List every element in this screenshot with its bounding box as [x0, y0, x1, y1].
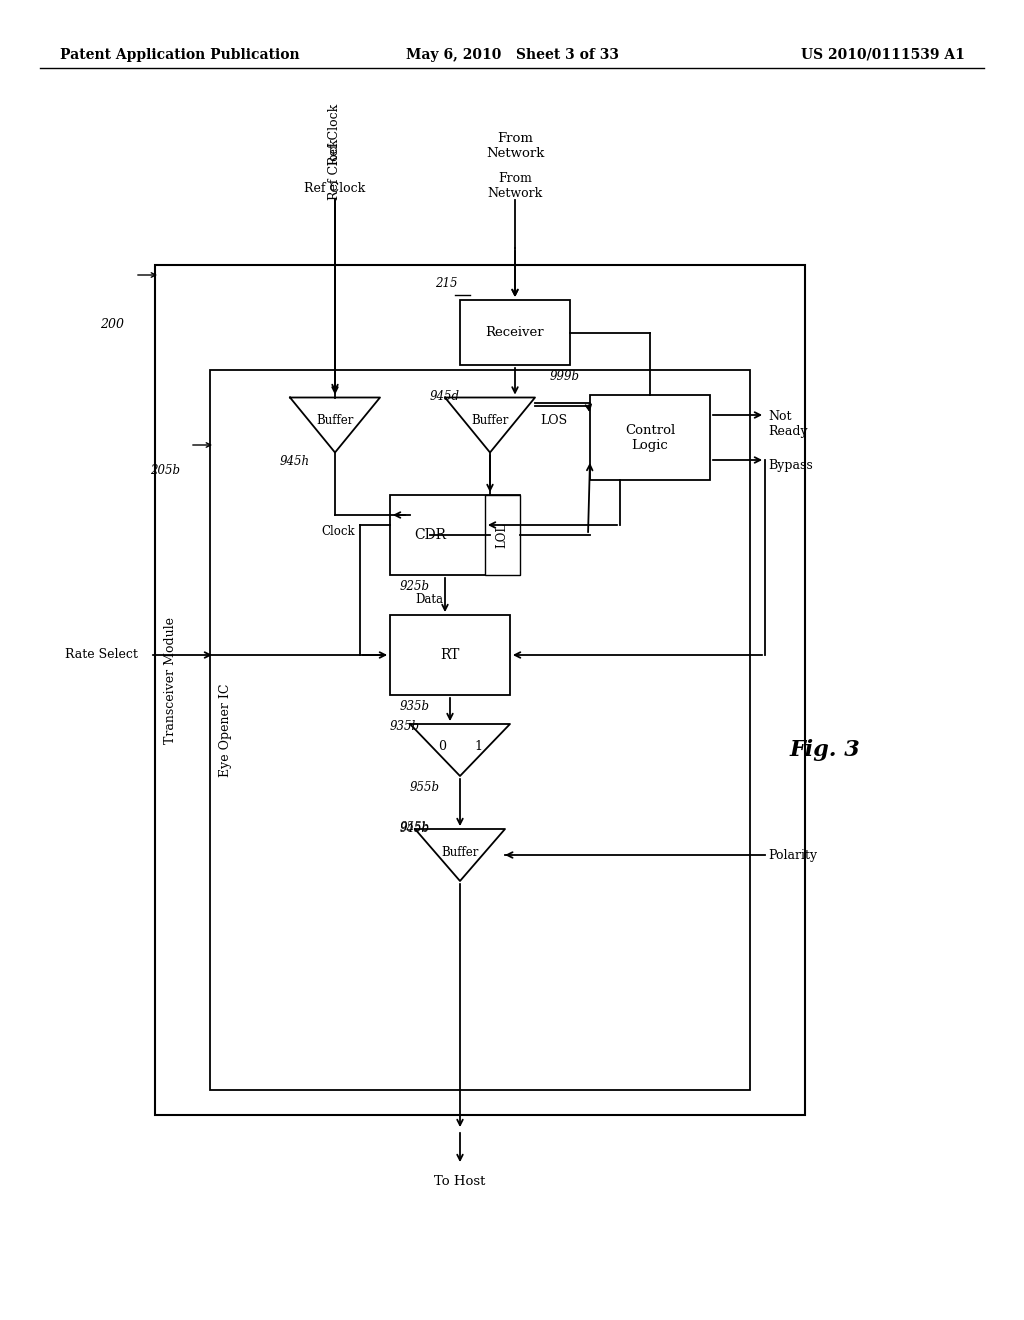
Text: Buffer: Buffer: [316, 413, 353, 426]
Bar: [155, 265, 805, 1115]
Bar: [590, 395, 710, 480]
Text: Polarity: Polarity: [768, 849, 817, 862]
Text: Not
Ready: Not Ready: [768, 411, 808, 438]
Bar: [485, 495, 520, 576]
Bar: [210, 370, 750, 1090]
Text: 955b: 955b: [400, 821, 430, 834]
Bar: [460, 300, 570, 366]
Text: Bypass: Bypass: [768, 458, 813, 471]
Bar: [390, 495, 520, 576]
Text: 999b: 999b: [550, 370, 580, 383]
Text: 925b: 925b: [400, 579, 430, 593]
Text: 935b: 935b: [390, 719, 420, 733]
Text: Ref Clock: Ref Clock: [304, 182, 366, 195]
Text: 945h: 945h: [280, 455, 310, 469]
Text: RT: RT: [440, 648, 460, 663]
Bar: [390, 615, 510, 696]
Text: Ref Clock: Ref Clock: [329, 104, 341, 165]
Text: CDR: CDR: [414, 528, 446, 543]
Text: To Host: To Host: [434, 1175, 485, 1188]
Text: 200: 200: [100, 318, 124, 331]
Text: Rate Select: Rate Select: [65, 648, 138, 661]
Text: Receiver: Receiver: [485, 326, 545, 339]
Text: 0: 0: [438, 741, 446, 754]
Text: May 6, 2010   Sheet 3 of 33: May 6, 2010 Sheet 3 of 33: [406, 48, 618, 62]
Text: Transceiver Module: Transceiver Module: [165, 616, 177, 743]
Text: 945d: 945d: [430, 389, 460, 403]
Text: 205b: 205b: [150, 463, 180, 477]
Text: Buffer: Buffer: [441, 846, 478, 858]
Text: 955b: 955b: [410, 781, 440, 795]
Text: LOL: LOL: [496, 523, 509, 548]
Text: From
Network: From Network: [485, 132, 544, 160]
Text: Eye Opener IC: Eye Opener IC: [219, 684, 232, 776]
Text: Buffer: Buffer: [471, 413, 509, 426]
Text: Patent Application Publication: Patent Application Publication: [60, 48, 300, 62]
Text: LOS: LOS: [540, 413, 567, 426]
Text: From
Network: From Network: [487, 172, 543, 201]
Text: Data: Data: [415, 593, 443, 606]
Text: Control
Logic: Control Logic: [625, 424, 675, 451]
Text: 1: 1: [474, 741, 482, 754]
Text: Fig. 3: Fig. 3: [790, 739, 861, 762]
Text: US 2010/0111539 A1: US 2010/0111539 A1: [801, 48, 965, 62]
Text: 945b: 945b: [400, 822, 430, 836]
Text: 215: 215: [435, 277, 458, 290]
Text: Ref Clock: Ref Clock: [329, 139, 341, 201]
Text: Clock: Clock: [322, 525, 355, 539]
Text: 935b: 935b: [400, 700, 430, 713]
